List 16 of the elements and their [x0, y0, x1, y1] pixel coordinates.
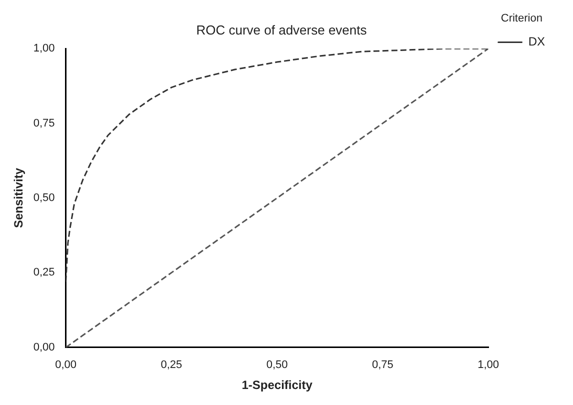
- y-tick-label: 0,50: [33, 192, 55, 204]
- y-tick-label: 0,00: [33, 341, 55, 354]
- x-tick-label: 0,50: [266, 359, 288, 372]
- x-axis-title: 1-Specificity: [242, 378, 313, 392]
- line-series: [66, 48, 488, 282]
- legend-title: Criterion: [500, 12, 542, 25]
- y-tick-label: 0,25: [33, 266, 55, 279]
- chart-title: ROC curve of adverse events: [196, 22, 368, 38]
- legend-label: DX: [528, 34, 545, 49]
- y-tick-label: 0,75: [33, 117, 55, 130]
- x-tick-label: 0,00: [55, 359, 77, 372]
- x-tick-label: 0,25: [160, 359, 182, 372]
- x-tick-label: 1,00: [478, 359, 500, 372]
- x-tick-label: 0,75: [372, 359, 394, 372]
- y-axis-title: Sensitivity: [12, 168, 26, 228]
- y-tick-label: 1,00: [33, 42, 55, 55]
